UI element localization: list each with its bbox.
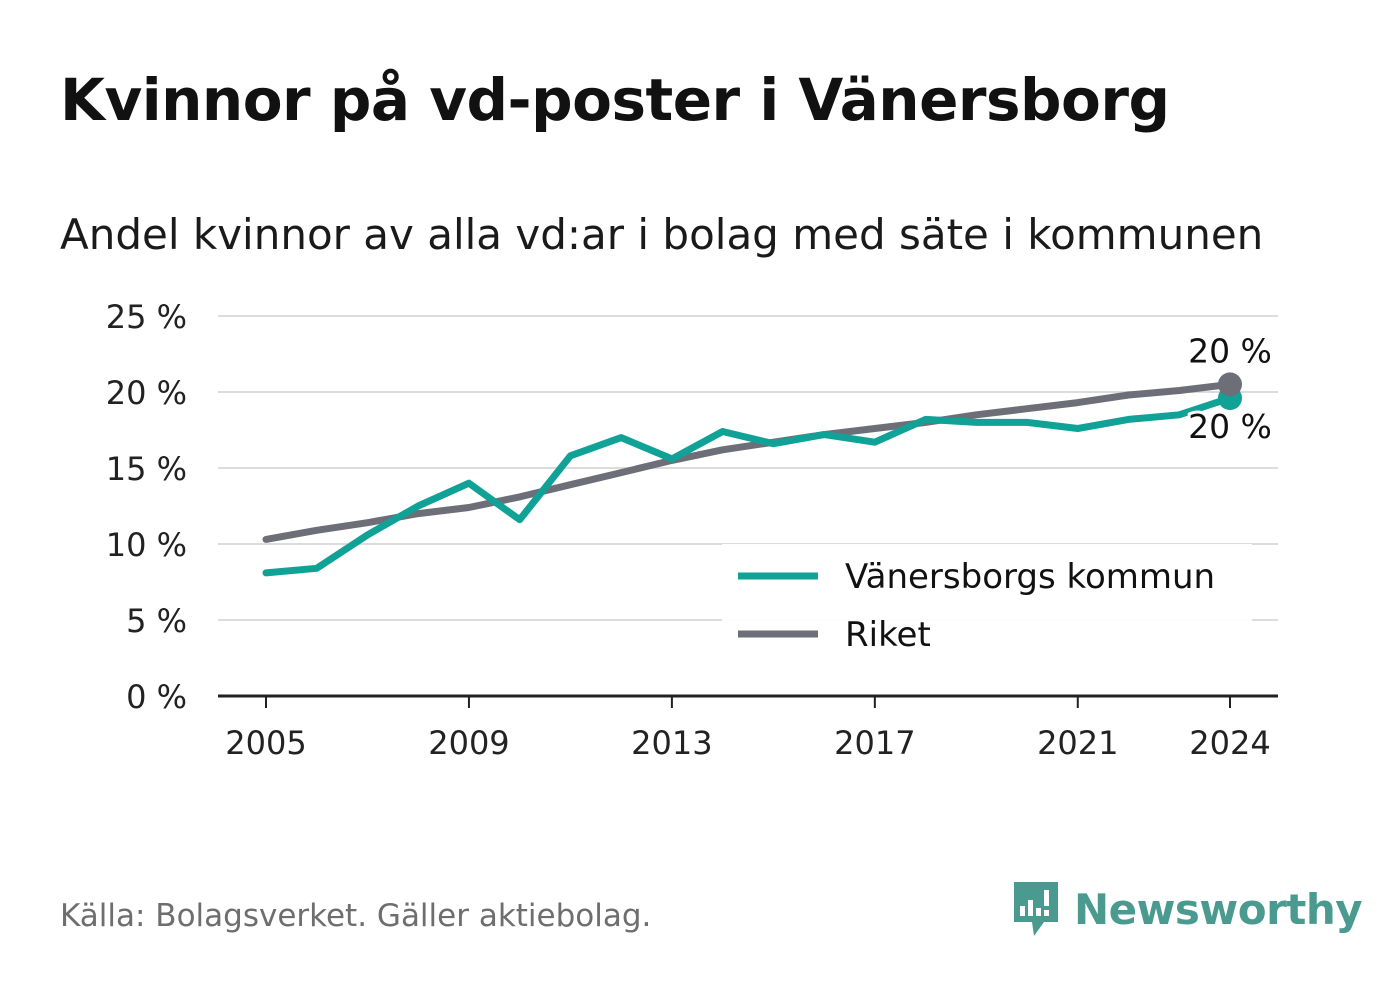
y-tick-label: 20 %	[106, 374, 187, 412]
y-tick-label: 15 %	[106, 450, 187, 488]
legend-label-riket: Riket	[845, 615, 931, 655]
x-tick-label: 2017	[834, 724, 915, 762]
brand-logo: Newsworthy	[1010, 878, 1363, 940]
chart-title: Kvinnor på vd-poster i Vänersborg	[60, 66, 1170, 134]
series-line-vanersborg	[262, 394, 1234, 577]
series-line-riket	[262, 380, 1234, 543]
y-tick-label: 0 %	[126, 678, 187, 716]
x-tick-label: 2021	[1037, 724, 1118, 762]
legend-label-vanersborg: Vänersborgs kommun	[845, 557, 1215, 597]
newsworthy-logo-icon	[1014, 882, 1058, 936]
y-tick-label: 25 %	[106, 298, 187, 336]
y-tick-label: 5 %	[126, 602, 187, 640]
chart-subtitle: Andel kvinnor av alla vd:ar i bolag med …	[60, 210, 1264, 259]
x-tick-label: 2024	[1189, 724, 1270, 762]
y-tick-label: 10 %	[106, 526, 187, 564]
source-note: Källa: Bolagsverket. Gäller aktiebolag.	[60, 898, 652, 934]
brand-name: Newsworthy	[1074, 884, 1363, 934]
x-tick-label: 2013	[631, 724, 712, 762]
x-tick-label: 2005	[225, 724, 306, 762]
end-label-vanersborg: 20 %	[1188, 407, 1272, 446]
x-tick-label: 2009	[428, 724, 509, 762]
end-label-riket: 20 %	[1188, 331, 1272, 370]
end-point-riket	[1218, 372, 1242, 397]
